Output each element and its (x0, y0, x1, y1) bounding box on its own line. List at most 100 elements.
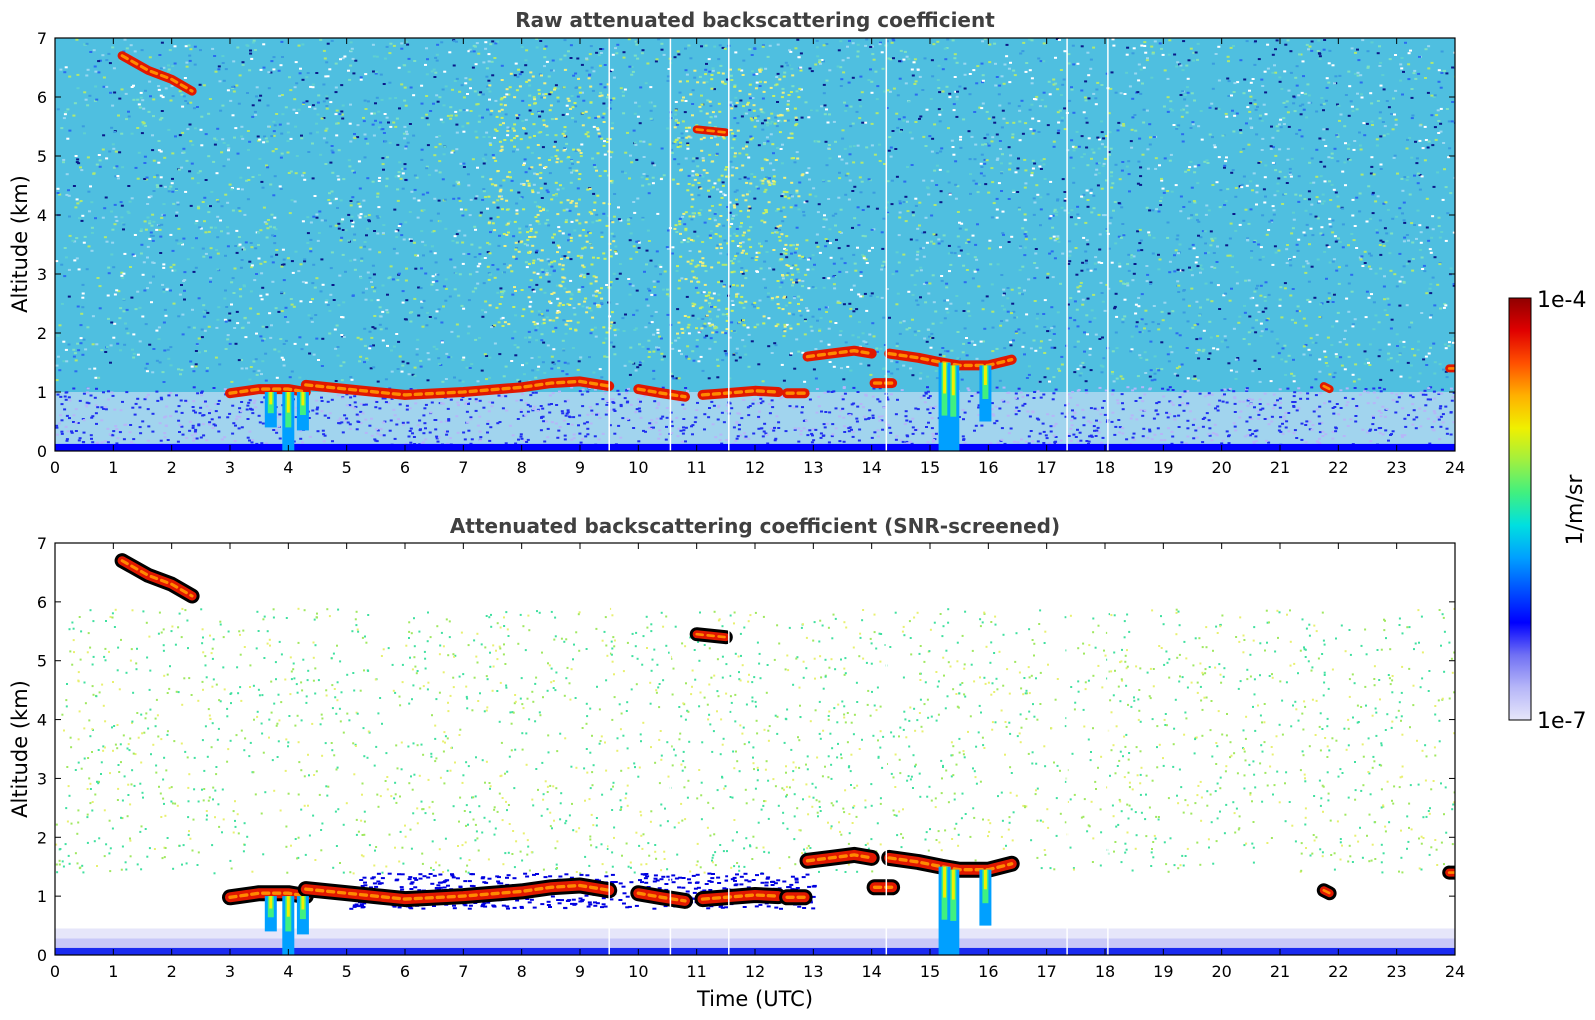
panel-raw-plot-area (55, 38, 1455, 451)
x-tick-label: 21 (1270, 962, 1290, 981)
panel-raw-title: Raw attenuated backscattering coefficien… (515, 8, 995, 32)
cloud-core (304, 379, 611, 397)
cloud-core (228, 891, 308, 899)
x-tick-label: 0 (50, 962, 60, 981)
y-tick-label: 2 (37, 828, 47, 847)
x-tick-label: 0 (50, 458, 60, 477)
x-tick-label: 6 (400, 962, 410, 981)
x-tick-label: 20 (1211, 458, 1231, 477)
panel-screened-ylabel: Altitude (km) (8, 680, 32, 818)
panel-raw-ylabel: Altitude (km) (8, 175, 32, 313)
x-tick-label: 11 (686, 962, 706, 981)
cloud-core (695, 632, 728, 639)
x-axis-label: Time (UTC) (696, 987, 813, 1011)
precipitation-streak (947, 365, 960, 451)
y-tick-label: 3 (37, 265, 47, 284)
y-tick-label: 7 (37, 534, 47, 553)
cloud-core (700, 893, 780, 901)
cloud-core (120, 559, 194, 598)
colorbar: 1e-4 1e-7 1/m/sr (1508, 288, 1588, 734)
cloud-core (1322, 888, 1331, 895)
precipitation-streak (947, 869, 960, 955)
x-tick-label: 1 (108, 962, 118, 981)
x-tick-label: 20 (1211, 962, 1231, 981)
x-tick-label: 24 (1445, 962, 1465, 981)
x-tick-label: 22 (1328, 458, 1348, 477)
x-tick-label: 21 (1270, 458, 1290, 477)
colorbar-max-label: 1e-4 (1537, 288, 1586, 313)
x-tick-label: 3 (225, 962, 235, 981)
y-tick-label: 0 (37, 946, 47, 965)
x-tick-label: 6 (400, 458, 410, 477)
x-tick-label: 19 (1153, 458, 1173, 477)
x-tick-label: 7 (458, 458, 468, 477)
x-tick-label: 2 (167, 962, 177, 981)
y-tick-label: 5 (37, 147, 47, 166)
x-tick-label: 18 (1095, 962, 1115, 981)
precipitation-streak (979, 365, 992, 422)
precipitation-streak (296, 896, 309, 935)
panel-screened-features (114, 543, 1455, 955)
x-tick-label: 9 (575, 962, 585, 981)
x-tick-label: 18 (1095, 458, 1115, 477)
x-tick-label: 14 (861, 962, 881, 981)
x-tick-label: 15 (920, 458, 940, 477)
panel-raw: Raw attenuated backscattering coefficien… (8, 8, 1465, 477)
y-tick-label: 5 (37, 652, 47, 671)
x-tick-label: 8 (517, 458, 527, 477)
x-tick-label: 10 (628, 962, 648, 981)
x-tick-label: 13 (803, 962, 823, 981)
precipitation-streak (264, 896, 277, 932)
y-tick-label: 2 (37, 324, 47, 343)
y-tick-label: 4 (37, 206, 47, 225)
panel-raw-background (55, 38, 1455, 451)
x-tick-label: 5 (342, 962, 352, 981)
y-tick-label: 7 (37, 29, 47, 48)
x-tick-label: 10 (628, 458, 648, 477)
y-tick-label: 1 (37, 887, 47, 906)
x-tick-label: 12 (745, 962, 765, 981)
cloud-core (304, 883, 611, 901)
panel-raw-features (117, 38, 1455, 451)
x-tick-label: 3 (225, 458, 235, 477)
cloud-core (700, 389, 780, 397)
y-tick-label: 4 (37, 711, 47, 730)
x-tick-label: 1 (108, 458, 118, 477)
x-tick-label: 23 (1386, 458, 1406, 477)
x-tick-label: 19 (1153, 962, 1173, 981)
x-tick-label: 13 (803, 458, 823, 477)
y-tick-label: 6 (37, 88, 47, 107)
panel-screened-axes: 0 1 2 3 4 5 6 7 8 9 10 11 12 13 14 15 16 17 18 19 20 21 22 23 24… (37, 534, 1465, 981)
x-tick-label: 4 (283, 458, 293, 477)
x-tick-label: 8 (517, 962, 527, 981)
y-tick-label: 1 (37, 383, 47, 402)
x-tick-label: 22 (1328, 962, 1348, 981)
x-tick-label: 9 (575, 458, 585, 477)
cloud-core (805, 853, 874, 863)
colorbar-unit-label: 1/m/sr (1563, 474, 1588, 546)
y-tick-label: 6 (37, 593, 47, 612)
y-tick-label: 3 (37, 769, 47, 788)
x-tick-label: 14 (861, 458, 881, 477)
x-tick-label: 2 (167, 458, 177, 477)
colorbar-min-label: 1e-7 (1537, 709, 1586, 734)
x-tick-label: 24 (1445, 458, 1465, 477)
cloud-core (120, 54, 194, 93)
cloud-core (695, 128, 728, 134)
colorbar-gradient (1508, 297, 1532, 721)
x-tick-label: 23 (1386, 962, 1406, 981)
x-tick-label: 16 (978, 962, 998, 981)
precipitation-streak (264, 392, 277, 428)
precipitation-streak (282, 392, 295, 451)
x-tick-label: 5 (342, 458, 352, 477)
panel-screened-title: Attenuated backscattering coefficient (S… (450, 514, 1060, 538)
cloud-core (636, 891, 687, 903)
x-tick-label: 16 (978, 458, 998, 477)
x-tick-label: 17 (1036, 458, 1056, 477)
cloud-core (228, 387, 308, 395)
precipitation-streak (296, 392, 309, 431)
precipitation-streak (282, 896, 295, 955)
panel-screened-plot-area (55, 543, 1455, 955)
x-tick-label: 12 (745, 458, 765, 477)
